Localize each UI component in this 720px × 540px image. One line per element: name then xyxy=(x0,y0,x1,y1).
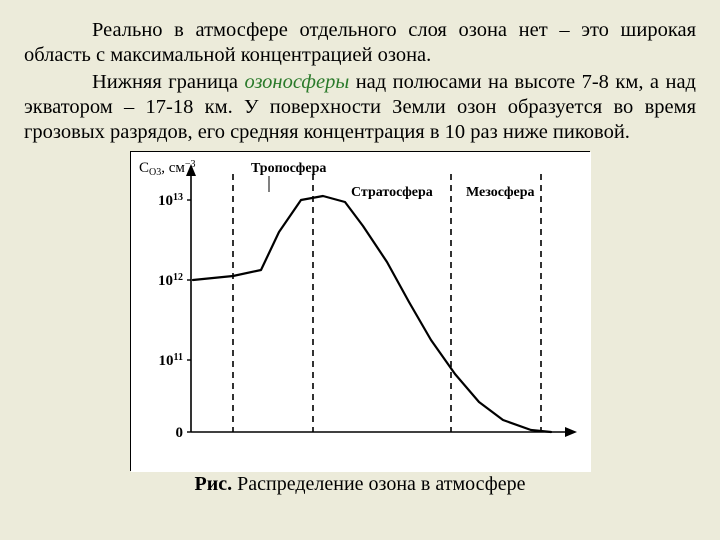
paragraph-1: Реально в атмосфере отдельного слоя озон… xyxy=(24,18,696,68)
ozone-term: озоносферы xyxy=(244,71,349,93)
svg-text:Мезосфера: Мезосфера xyxy=(466,185,535,200)
paragraph-2: Нижняя граница озоносферы над полюсами н… xyxy=(24,70,696,145)
caption-text: Распределение озона в атмосфере xyxy=(232,473,525,495)
ozone-distribution-chart: CO3, см−31013101210110ТропосфераСтратосф… xyxy=(131,152,591,472)
svg-text:0: 0 xyxy=(176,425,184,441)
para2-a: Нижняя граница xyxy=(92,71,244,93)
svg-text:Тропосфера: Тропосфера xyxy=(251,161,326,176)
figure: CO3, см−31013101210110ТропосфераСтратосф… xyxy=(24,151,696,496)
figure-caption: Рис. Распределение озона в атмосфере xyxy=(195,473,526,496)
para1-text: Реально в атмосфере отдельного слоя озон… xyxy=(24,19,696,66)
caption-label: Рис. xyxy=(195,473,233,495)
chart-box: CO3, см−31013101210110ТропосфераСтратосф… xyxy=(130,151,590,471)
svg-text:Стратосфера: Стратосфера xyxy=(351,185,433,200)
